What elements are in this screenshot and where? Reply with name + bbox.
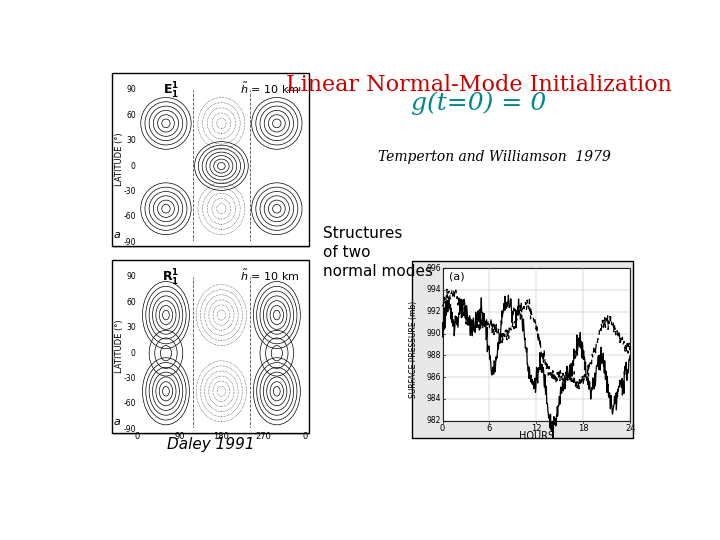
Text: 0: 0 bbox=[131, 349, 136, 357]
Bar bbox=[412, 261, 632, 438]
Text: $\mathbf{R_1^1}$: $\mathbf{R_1^1}$ bbox=[163, 268, 179, 288]
Text: 270: 270 bbox=[256, 433, 271, 442]
Text: 18: 18 bbox=[578, 423, 589, 433]
Bar bbox=[110, 71, 138, 246]
Text: LATITUDE (°): LATITUDE (°) bbox=[115, 132, 124, 186]
Bar bbox=[112, 72, 310, 246]
Text: LATITUDE (°): LATITUDE (°) bbox=[115, 320, 124, 373]
Text: -90: -90 bbox=[123, 238, 136, 247]
Text: normal modes: normal modes bbox=[323, 265, 433, 279]
Text: (a): (a) bbox=[449, 271, 464, 281]
Bar bbox=[112, 72, 310, 246]
Text: 12: 12 bbox=[531, 423, 541, 433]
Text: a: a bbox=[113, 417, 120, 427]
Text: 30: 30 bbox=[126, 323, 136, 332]
Text: SURFACE PRESSURE (mb): SURFACE PRESSURE (mb) bbox=[410, 301, 418, 399]
Text: -30: -30 bbox=[123, 374, 136, 383]
Text: 60: 60 bbox=[126, 111, 136, 120]
Bar bbox=[112, 240, 311, 247]
Text: 24: 24 bbox=[625, 423, 636, 433]
Bar bbox=[112, 260, 310, 433]
Text: 0: 0 bbox=[131, 161, 136, 171]
Text: 90: 90 bbox=[126, 273, 136, 281]
Bar bbox=[112, 428, 311, 434]
Text: -60: -60 bbox=[123, 400, 136, 408]
Bar bbox=[110, 258, 138, 433]
Bar bbox=[112, 69, 311, 90]
Text: 986: 986 bbox=[426, 373, 441, 382]
Text: Linear Normal-Mode Initialization: Linear Normal-Mode Initialization bbox=[286, 74, 672, 96]
Text: Temperton and Williamson  1979: Temperton and Williamson 1979 bbox=[378, 150, 611, 164]
Text: 90: 90 bbox=[126, 85, 136, 94]
Text: 6: 6 bbox=[487, 423, 492, 433]
Text: 30: 30 bbox=[126, 136, 136, 145]
Text: Daley 1991: Daley 1991 bbox=[167, 437, 254, 451]
Text: a: a bbox=[113, 230, 120, 240]
Bar bbox=[112, 260, 310, 433]
Text: $\tilde{h}$ = 10 km: $\tilde{h}$ = 10 km bbox=[240, 81, 300, 96]
Text: -60: -60 bbox=[123, 212, 136, 221]
Text: of two: of two bbox=[323, 245, 371, 260]
Text: 984: 984 bbox=[426, 394, 441, 403]
Text: Structures: Structures bbox=[323, 226, 402, 241]
Text: -30: -30 bbox=[123, 187, 136, 196]
Bar bbox=[112, 256, 311, 277]
Text: 996: 996 bbox=[426, 264, 441, 273]
Text: $\mathbf{E_1^1}$: $\mathbf{E_1^1}$ bbox=[163, 81, 179, 102]
Text: 988: 988 bbox=[427, 351, 441, 360]
Text: 982: 982 bbox=[427, 416, 441, 425]
Text: 180: 180 bbox=[213, 433, 229, 442]
Text: 90: 90 bbox=[174, 433, 184, 442]
Text: HOURS: HOURS bbox=[519, 431, 554, 441]
Text: 994: 994 bbox=[426, 286, 441, 294]
Text: 0: 0 bbox=[440, 423, 445, 433]
Text: 990: 990 bbox=[426, 329, 441, 338]
Bar bbox=[305, 258, 311, 433]
Text: $\tilde{h}$ = 10 km: $\tilde{h}$ = 10 km bbox=[240, 268, 300, 284]
Text: 0: 0 bbox=[135, 433, 140, 442]
Text: -90: -90 bbox=[123, 425, 136, 434]
Text: 60: 60 bbox=[126, 298, 136, 307]
Text: 992: 992 bbox=[426, 307, 441, 316]
Bar bbox=[443, 268, 630, 421]
Text: 0: 0 bbox=[302, 433, 308, 442]
Text: g(t=0) = 0: g(t=0) = 0 bbox=[411, 92, 546, 115]
Bar bbox=[305, 71, 311, 246]
